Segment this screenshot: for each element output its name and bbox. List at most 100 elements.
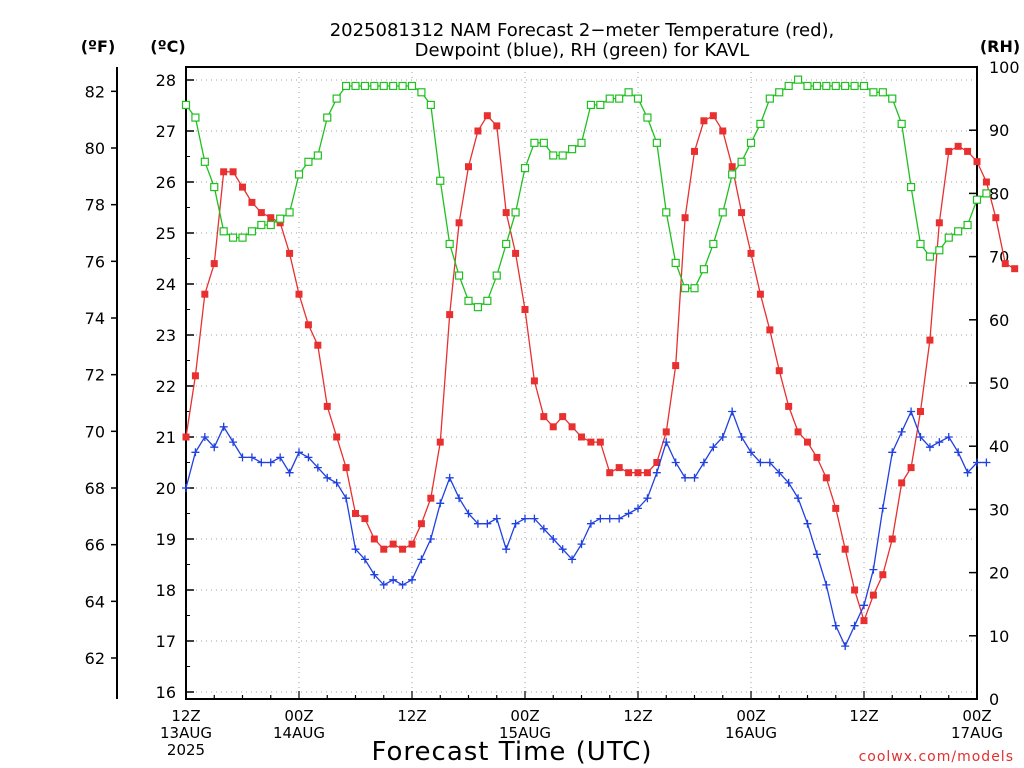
temperature-point [596,438,604,446]
dewpoint-point [229,438,238,447]
dewpoint-point [304,453,313,462]
temperature-point [549,423,557,431]
rh-point [464,296,473,305]
fahrenheit-tick-label: 70 [85,422,105,441]
dewpoint-point [577,540,586,549]
rh-point [699,265,709,274]
dewpoint-point [784,478,793,487]
celsius-tick-label: 20 [156,479,176,498]
rh-point [690,284,699,293]
dewpoint-point [436,499,445,508]
dewpoint-point [323,473,332,482]
rh-point [351,81,360,91]
temperature-point [474,127,482,135]
temperature-point [653,459,661,466]
rh-point [266,220,275,230]
rh-point [812,81,822,91]
temperature-point [568,423,576,431]
rh-point [793,75,803,84]
celsius-unit-label: (ºC) [150,37,185,56]
chart-title-line-1: 2025081312 NAM Forecast 2−meter Temperat… [330,20,835,41]
temperature-point [502,209,510,217]
temperature-point [276,219,284,227]
temperature-point [982,178,990,186]
x-tick-label: 00Z [510,707,539,725]
temperature-point [615,464,623,472]
x-tick-label: 12Z [397,707,426,725]
temperature-point [286,249,294,257]
rh-point [530,138,539,147]
rh-line [185,78,987,308]
dewpoint-point [916,433,925,441]
rh-point [680,284,690,293]
temperature-point [182,433,190,441]
rh-point [473,303,483,312]
dewpoint-point [634,504,642,513]
rh-point [624,88,633,97]
dewpoint-point [266,458,275,467]
rh-tick-label: 40 [989,437,1009,456]
dewpoint-point [709,443,718,452]
celsius-tick-label: 27 [156,122,176,141]
temperature-point [493,122,501,130]
dewpoint-point [765,458,774,467]
dewpoint-point [219,422,228,431]
dewpoint-point [944,433,953,441]
temperature-point [719,127,727,135]
celsius-tick-label: 18 [156,581,176,600]
temperature-point [935,219,943,227]
temperature-point [662,428,670,436]
dewpoint-point [737,433,746,441]
temperature-point [455,219,463,227]
rh-point [935,246,944,255]
temperature-point [964,147,972,155]
rh-point [445,239,454,249]
temperature-point [352,510,359,517]
x-tick-label: 12Z [849,707,878,725]
temperature-point [295,290,303,298]
rh-point [605,94,614,103]
dewpoint-point [954,448,963,457]
fahrenheit-unit-label: (ºF) [81,37,116,56]
temperature-point [220,168,228,176]
fahrenheit-tick-label: 68 [85,479,105,498]
dewpoint-point [445,473,454,482]
fahrenheit-tick-label: 78 [85,196,105,215]
rh-point [850,81,859,91]
dewpoint-point [775,468,784,477]
temperature-point [625,469,633,477]
rh-point [925,252,935,261]
rh-point [323,113,332,122]
celsius-tick-label: 22 [156,377,176,396]
dewpoint-point [794,494,803,503]
temperature-point [785,402,793,410]
x-tick-label: 12Z [623,707,652,725]
rh-point [954,227,963,236]
dewpoint-point [360,555,369,564]
dewpoint-point [398,580,407,589]
dewpoint-point [803,519,812,528]
temperature-point [304,321,312,329]
rh-tick-label: 60 [989,311,1009,330]
rh-point [756,119,765,128]
dewpoint-point [907,407,916,416]
rh-point [662,208,671,217]
rh-point [822,81,831,91]
dewpoint-point [671,458,680,467]
rh-point [718,208,727,217]
temperature-point [559,413,567,421]
x-tick-label: 14AUG [273,724,325,742]
temperature-point [879,571,887,579]
rh-unit-label: (RH) [980,37,1020,56]
rh-point [238,233,247,242]
temperature-point [446,311,454,319]
temperature-point [832,504,840,512]
temperature-point [643,469,651,477]
temperature-point [992,214,1000,222]
rh-point [370,81,379,91]
x-tick-label: 00Z [284,707,313,725]
temperature-point [530,377,538,385]
rh-point [407,81,417,91]
rh-point [803,81,812,91]
